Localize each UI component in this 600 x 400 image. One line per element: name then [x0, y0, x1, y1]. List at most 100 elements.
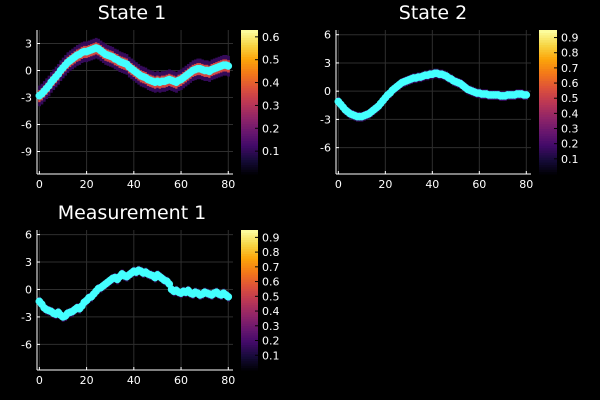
chart-1-colorbar-segment: [241, 123, 258, 127]
chart-1-heat-cell: [153, 72, 157, 77]
chart-1-y-tick-label: -6: [21, 119, 32, 132]
chart-1-heat-cell: [194, 59, 197, 64]
chart-2-colorbar-segment: [539, 138, 557, 141]
chart-1-heat-cell: [120, 64, 124, 69]
chart-3-colorbar-segment: [241, 318, 258, 322]
chart-1-colorbar-segment: [241, 92, 258, 96]
chart-1-heat-cell: [156, 71, 160, 76]
chart-1-heat-cell: [153, 88, 157, 93]
chart-3-colorbar-segment: [241, 244, 258, 247]
chart-1-heat-cell: [168, 73, 171, 78]
chart-2-colorbar-segment: [539, 145, 557, 149]
chart-1-colorbar-segment: [241, 32, 258, 36]
chart-2-heat-cell: [506, 97, 510, 100]
chart-1-heat-cell: [217, 56, 221, 62]
chart-1-heat-cell: [116, 53, 119, 59]
chart-1-heat-cell: [40, 99, 44, 105]
chart-1-heat-cell: [163, 87, 167, 92]
chart-1-heat-cell: [104, 44, 108, 49]
chart-2-heat-cell: [355, 119, 359, 122]
chart-1-colorbar-segment: [241, 104, 258, 108]
chart-1-heat-cell: [49, 72, 53, 77]
chart-3-colorbar-segment: [241, 332, 258, 336]
chart-1-heat-cell: [227, 72, 230, 77]
chart-3-colorbar-segment: [241, 286, 258, 289]
chart-2-colorbar-tick-label: 0.8: [561, 47, 579, 60]
chart-2-heat-cell: [428, 77, 432, 80]
chart-2-heat-cell: [503, 98, 507, 101]
chart-1-heat-cell: [170, 82, 174, 87]
chart-2-heat-cell: [421, 78, 425, 82]
chart-1-heat-cell: [142, 70, 145, 76]
chart-2-colorbar-segment: [539, 49, 557, 53]
chart-1-heat-cell: [42, 81, 46, 86]
chart-3-colorbar-segment: [241, 258, 258, 261]
chart-1-heat-cell: [172, 71, 176, 76]
panel-title-state-1: State 1: [98, 2, 166, 24]
chart-1-heat-cell: [156, 83, 160, 88]
chart-1-heat-cell: [99, 40, 103, 46]
chart-1-heat-cell: [198, 62, 202, 68]
chart-1-heat-cell: [160, 75, 164, 80]
chart-1-heat-cell: [73, 46, 77, 52]
chart-2-colorbar-segment: [539, 159, 557, 163]
chart-1-heat-cell: [116, 49, 119, 55]
chart-1-colorbar-segment: [241, 154, 258, 158]
chart-1-heat-cell: [132, 60, 136, 65]
chart-2-colorbar-segment: [539, 126, 557, 129]
chart-1-heat-cell: [64, 71, 67, 76]
chart-1-colorbar-segment: [241, 82, 258, 86]
chart-2-colorbar-segment: [539, 44, 557, 48]
chart-2-heat-cell: [365, 117, 369, 120]
chart-2-heat-cell: [367, 116, 371, 119]
chart-2-colorbar-segment: [539, 128, 557, 132]
chart-1-heat-cell: [203, 64, 207, 69]
chart-2-heat-cell: [515, 96, 519, 100]
chart-1-heat-cell: [222, 71, 226, 76]
chart-2-heat-cell: [508, 97, 512, 100]
chart-3-colorbar-segment: [241, 255, 258, 259]
chart-1-heat-cell: [83, 45, 86, 50]
chart-1-heat-cell: [191, 60, 195, 65]
chart-1-colorbar-segment: [241, 133, 258, 137]
chart-1-heat-cell: [66, 68, 70, 73]
chart-1-heat-cell: [224, 59, 228, 64]
chart-3-colorbar-segment: [241, 239, 258, 243]
chart-1-heat-cell: [127, 72, 131, 78]
chart-1-heat-cell: [120, 68, 124, 73]
chart-1-colorbar-segment: [241, 166, 258, 170]
chart-2-colorbar-segment: [539, 123, 557, 127]
chart-1-heat-cell: [198, 74, 202, 80]
chart-1-heat-cell: [165, 82, 169, 87]
chart-2-colorbar-segment: [539, 152, 557, 156]
chart-1-heat-cell: [118, 67, 122, 73]
chart-1-heat-cell: [45, 94, 49, 100]
chart-2-colorbar-segment: [539, 73, 557, 77]
chart-1-heat-cell: [97, 38, 100, 44]
chart-1-x-tick-label: 60: [174, 178, 188, 191]
chart-1-colorbar-segment: [241, 78, 258, 81]
chart-2-y-tick-label: 3: [324, 57, 331, 70]
chart-1-heat-cell: [151, 75, 155, 80]
chart-1-heat-cell: [158, 72, 162, 77]
chart-1-heat-cell: [224, 54, 228, 60]
chart-3-colorbar-segment: [241, 269, 258, 273]
chart-1-y-tick-label: 0: [25, 65, 32, 78]
chart-1-heat-cell: [111, 46, 115, 52]
chart-2-colorbar-segment: [539, 162, 557, 165]
chart-2-colorbar-segment: [539, 114, 557, 117]
chart-1-heat-cell: [160, 71, 164, 76]
chart-1-heat-cell: [158, 88, 162, 93]
chart-1-colorbar-segment: [241, 80, 258, 84]
chart-1-colorbar-segment: [241, 135, 258, 139]
chart-1-heat-cell: [194, 75, 197, 81]
chart-2-heat-cell: [518, 96, 521, 100]
chart-2-heat-cell: [475, 95, 479, 99]
chart-3-colorbar-segment: [241, 367, 258, 371]
chart-2-colorbar-tick-label: 0.6: [561, 77, 579, 90]
chart-2-heat-cell: [358, 119, 362, 122]
chart-2-colorbar-segment: [539, 102, 557, 105]
chart-3-colorbar-segment: [241, 300, 258, 303]
chart-1-colorbar-tick-label: 0.6: [262, 31, 280, 44]
chart-1-colorbar-segment: [241, 94, 258, 98]
